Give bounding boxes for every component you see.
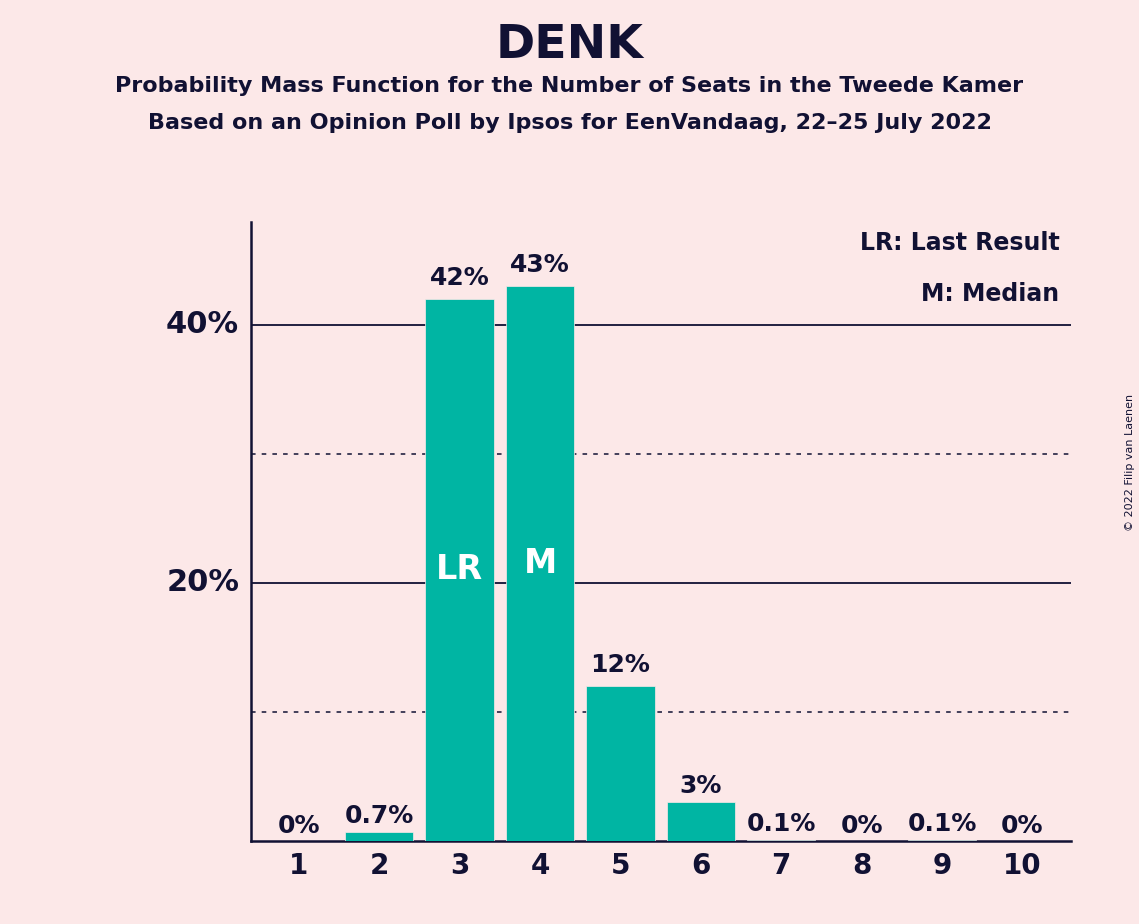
Text: 0%: 0% [841,814,883,838]
Text: Based on an Opinion Poll by Ipsos for EenVandaag, 22–25 July 2022: Based on an Opinion Poll by Ipsos for Ee… [148,113,991,133]
Text: M: M [524,547,557,580]
Text: 3%: 3% [680,774,722,798]
Bar [908,840,976,841]
Text: 43%: 43% [510,253,570,277]
Text: 12%: 12% [590,653,650,677]
Bar [345,832,413,841]
Bar [587,686,655,841]
Text: M: Median: M: Median [921,282,1059,306]
Text: 42%: 42% [429,266,490,290]
Text: 0%: 0% [278,814,320,838]
Text: 0.1%: 0.1% [746,811,816,835]
Text: 0%: 0% [1001,814,1043,838]
Text: © 2022 Filip van Laenen: © 2022 Filip van Laenen [1125,394,1134,530]
Bar [747,840,816,841]
Bar [666,802,735,841]
Text: 20%: 20% [166,568,239,598]
Text: 0.7%: 0.7% [345,804,413,828]
Text: DENK: DENK [495,23,644,68]
Text: 0.1%: 0.1% [908,811,977,835]
Text: LR: LR [436,553,483,587]
Bar [506,286,574,841]
Text: LR: Last Result: LR: Last Result [860,231,1059,255]
Bar [426,299,494,841]
Text: Probability Mass Function for the Number of Seats in the Tweede Kamer: Probability Mass Function for the Number… [115,76,1024,96]
Text: 40%: 40% [166,310,239,339]
